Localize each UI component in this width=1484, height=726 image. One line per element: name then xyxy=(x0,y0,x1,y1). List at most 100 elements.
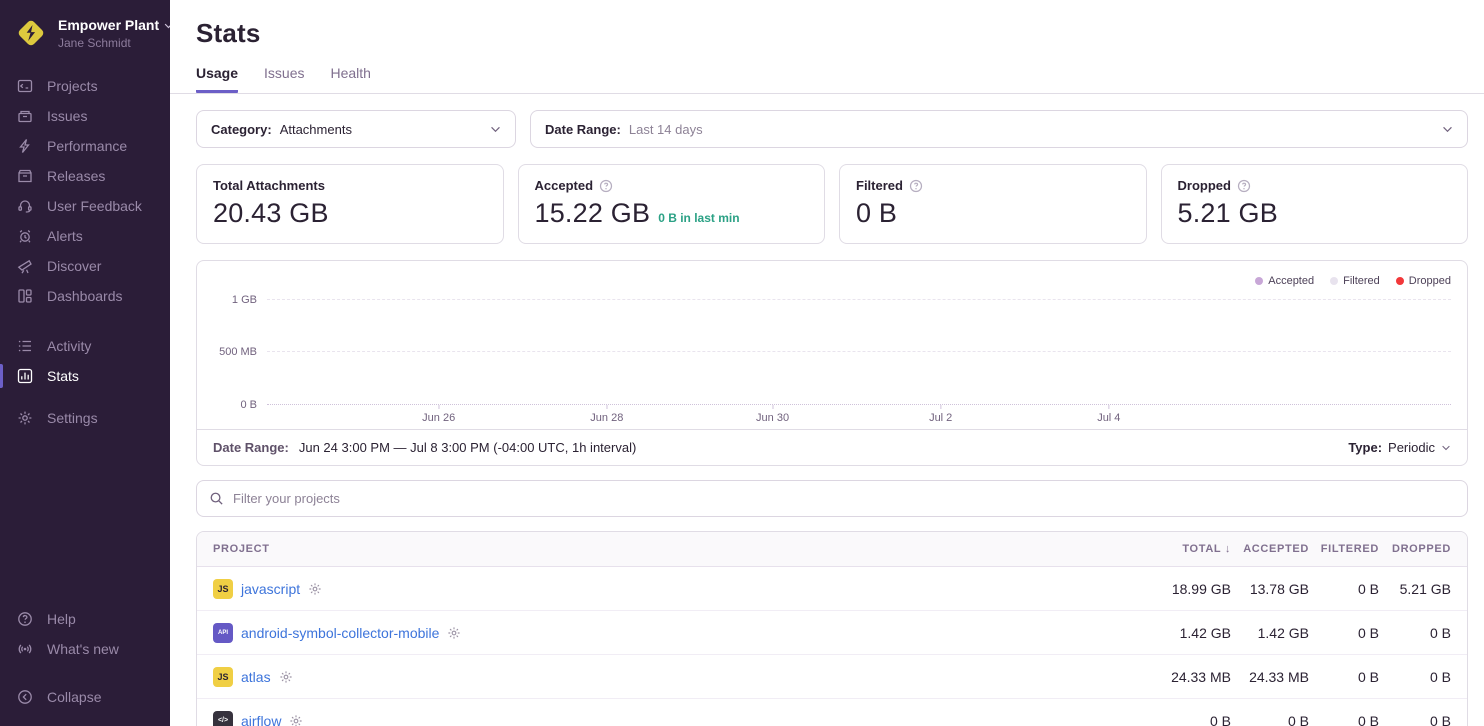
sidebar-item-whats-new[interactable]: What's new xyxy=(0,634,170,664)
project-settings-gear-icon[interactable] xyxy=(279,670,293,684)
chart-area: 1 GB 500 MB 0 B xyxy=(213,294,1451,411)
sidebar-item-label: Discover xyxy=(47,257,102,274)
platform-badge-code: </> xyxy=(213,710,233,726)
main-content: Stats Usage Issues Health Category: Atta… xyxy=(170,0,1484,726)
category-value: Attachments xyxy=(279,121,352,137)
platform-badge-javascript: JS xyxy=(213,578,233,599)
legend-label: Accepted xyxy=(1268,275,1315,287)
card-accepted: Accepted 15.22 GB 0 B in last min xyxy=(517,164,825,244)
sidebar-item-alerts[interactable]: Alerts xyxy=(0,221,170,251)
y-tick: 0 B xyxy=(240,399,257,411)
category-select[interactable]: Category: Attachments xyxy=(196,110,516,148)
daterange-value: Last 14 days xyxy=(628,121,703,137)
search-input[interactable] xyxy=(233,491,1455,506)
column-filtered[interactable]: FILTERED xyxy=(1320,543,1379,555)
sidebar-item-activity[interactable]: Activity xyxy=(0,331,170,361)
project-settings-gear-icon[interactable] xyxy=(289,714,303,726)
column-total[interactable]: TOTAL ↓ xyxy=(1111,543,1231,555)
sidebar-item-dashboards[interactable]: Dashboards xyxy=(0,281,170,311)
sidebar-collapse-button[interactable]: Collapse xyxy=(0,682,170,712)
x-tick-label: Jul 4 xyxy=(1097,405,1121,424)
daterange-select[interactable]: Date Range: Last 14 days xyxy=(530,110,1468,148)
gridline-500mb xyxy=(267,351,1451,352)
cell-accepted: 24.33 MB xyxy=(1249,668,1309,685)
chart-daterange-label: Date Range: xyxy=(213,440,289,455)
sidebar-item-label: Alerts xyxy=(47,227,83,244)
project-link[interactable]: airflow xyxy=(241,712,282,726)
column-dropped[interactable]: DROPPED xyxy=(1391,543,1451,555)
gridline-1gb xyxy=(267,299,1451,300)
project-settings-gear-icon[interactable] xyxy=(447,626,461,640)
sidebar-item-label: What's new xyxy=(47,641,119,657)
discover-icon xyxy=(16,258,34,274)
sidebar-footer-group: Help What's new Collapse xyxy=(0,604,170,712)
cell-total: 1.42 GB xyxy=(1179,624,1231,641)
legend-label: Filtered xyxy=(1343,275,1380,287)
projects-icon xyxy=(16,78,34,94)
project-link[interactable]: javascript xyxy=(241,580,301,597)
x-tick-label: Jun 30 xyxy=(756,405,790,424)
x-tick-label: Jun 28 xyxy=(590,405,624,424)
chart-plot xyxy=(267,299,1451,405)
usage-chart-panel: Accepted Filtered Dropped 1 GB 500 MB xyxy=(196,260,1468,466)
sidebar-item-performance[interactable]: Performance xyxy=(0,131,170,161)
sidebar-item-label: Releases xyxy=(47,167,106,184)
chart-type-value: Periodic xyxy=(1388,440,1435,455)
column-accepted[interactable]: ACCEPTED xyxy=(1243,543,1309,555)
sidebar-item-help[interactable]: Help xyxy=(0,604,170,634)
collapse-chevron-icon xyxy=(16,689,34,705)
chart-footer: Date Range: Jun 24 3:00 PM — Jul 8 3:00 … xyxy=(197,429,1467,465)
table-row: JS javascript 18.99 GB 13.78 GB 0 B 5.21… xyxy=(197,567,1467,611)
legend-item-filtered[interactable]: Filtered xyxy=(1330,275,1380,287)
chevron-down-icon xyxy=(1441,445,1451,451)
search-icon xyxy=(210,492,223,505)
legend-dot-dropped xyxy=(1395,277,1404,285)
tab-usage[interactable]: Usage xyxy=(196,65,239,93)
sidebar-item-label: Activity xyxy=(47,337,92,354)
project-link[interactable]: atlas xyxy=(241,668,271,685)
help-circle-icon[interactable] xyxy=(1237,179,1251,193)
org-name: Empower Plant xyxy=(58,17,160,33)
legend-item-dropped[interactable]: Dropped xyxy=(1395,275,1451,287)
chart-daterange-value: Jun 24 3:00 PM — Jul 8 3:00 PM (-04:00 U… xyxy=(298,440,637,455)
org-switcher[interactable]: Empower Plant Jane Schmidt xyxy=(0,12,173,71)
sidebar-item-user-feedback[interactable]: User Feedback xyxy=(0,191,170,221)
legend-item-accepted[interactable]: Accepted xyxy=(1255,275,1314,287)
legend-label: Dropped xyxy=(1408,275,1451,287)
cell-accepted: 13.78 GB xyxy=(1249,580,1309,597)
chart-type-select[interactable]: Type: Periodic xyxy=(1348,440,1451,455)
issues-icon xyxy=(16,108,34,124)
card-filtered: Filtered 0 B xyxy=(839,164,1147,244)
broadcast-icon xyxy=(16,641,34,657)
tab-issues[interactable]: Issues xyxy=(264,65,305,81)
sidebar-item-label: Stats xyxy=(47,367,79,384)
column-project[interactable]: PROJECT xyxy=(213,543,270,555)
sidebar-item-discover[interactable]: Discover xyxy=(0,251,170,281)
x-tick-label: Jun 26 xyxy=(422,405,456,424)
project-link[interactable]: android-symbol-collector-mobile xyxy=(241,624,440,641)
help-circle-icon[interactable] xyxy=(909,179,923,193)
cell-filtered: 0 B xyxy=(1357,668,1379,685)
sidebar-item-label: Dashboards xyxy=(47,287,123,304)
legend-dot-accepted xyxy=(1255,277,1264,285)
help-circle-icon[interactable] xyxy=(599,179,613,193)
chart-type-label: Type: xyxy=(1348,440,1383,455)
sidebar-item-label: Projects xyxy=(47,77,98,94)
sidebar-item-stats[interactable]: Stats xyxy=(0,361,170,391)
help-icon xyxy=(16,611,34,627)
project-settings-gear-icon[interactable] xyxy=(308,582,322,596)
projects-table: PROJECT TOTAL ↓ ACCEPTED FILTERED DROPPE… xyxy=(196,531,1468,726)
card-total-attachments: Total Attachments 20.43 GB xyxy=(196,164,504,244)
tab-health[interactable]: Health xyxy=(330,65,371,81)
stats-icon xyxy=(16,368,34,384)
sidebar-item-projects[interactable]: Projects xyxy=(0,71,170,101)
sidebar-item-settings[interactable]: Settings xyxy=(0,403,170,433)
card-title: Dropped xyxy=(1177,178,1231,193)
page-header: Stats Usage Issues Health xyxy=(170,0,1484,94)
sidebar-item-label: Collapse xyxy=(47,689,102,705)
sidebar-item-releases[interactable]: Releases xyxy=(0,161,170,191)
sidebar: Empower Plant Jane Schmidt Projects Issu… xyxy=(0,0,173,726)
daterange-label: Date Range: xyxy=(545,121,621,137)
sidebar-item-issues[interactable]: Issues xyxy=(0,101,170,131)
y-tick: 500 MB xyxy=(219,346,257,358)
